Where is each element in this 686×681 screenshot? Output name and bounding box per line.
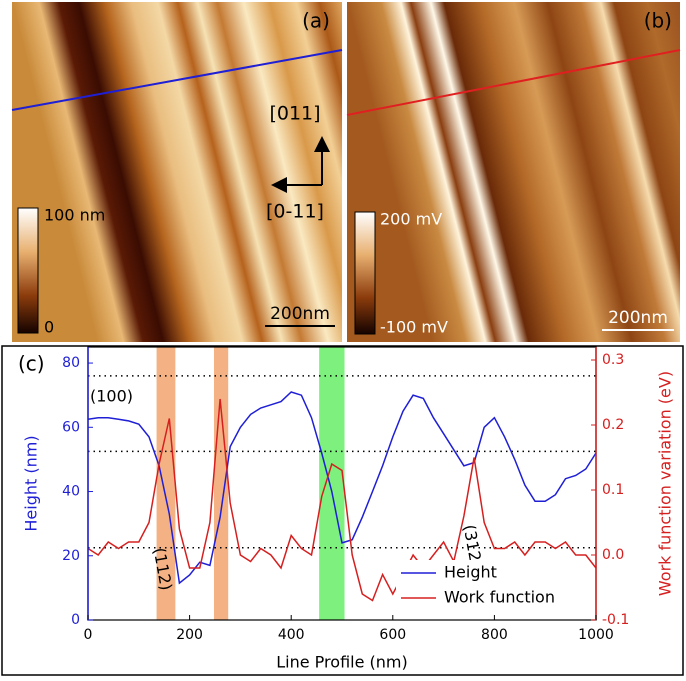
profile-line — [11, 49, 343, 111]
x-tick-label: 0 — [84, 627, 93, 643]
x-axis-label: Line Profile (nm) — [276, 653, 407, 672]
panel-label: (b) — [644, 9, 672, 33]
panel-label: (c) — [18, 352, 45, 376]
legend-box — [396, 560, 588, 612]
annotation: (100) — [90, 387, 133, 406]
scale-bar-label: 200nm — [270, 304, 330, 324]
highlight-band — [319, 347, 345, 620]
chart: 0 200 400 600 800 1000 0 20 40 60 80 -0.1 0.0 0.1 0.2 0… — [18, 346, 675, 672]
highlight-band — [213, 347, 229, 620]
x-tick-label: 400 — [278, 627, 305, 643]
y-tick-label: 60 — [62, 419, 80, 435]
y2-tick-label: 0.3 — [602, 352, 624, 368]
highlight-band — [156, 347, 176, 620]
y-tick-label: 0 — [71, 612, 80, 628]
x-tick-label: 600 — [379, 627, 406, 643]
colorbar-label: -100 mV — [380, 318, 448, 337]
y2-tick-label: 0.2 — [602, 417, 624, 433]
kpfm-image — [347, 2, 680, 342]
y2-tick-label: 0.0 — [602, 547, 624, 563]
x-tick-label: 1000 — [578, 627, 614, 643]
y-tick-label: 40 — [62, 484, 80, 500]
y-tick-label: 20 — [62, 548, 80, 564]
y2-tick-label: 0.1 — [602, 482, 624, 498]
direction-label: [0-11] — [266, 201, 324, 223]
colorbar-label: 200 mV — [380, 210, 442, 229]
y2-tick-label: -0.1 — [602, 612, 629, 628]
afm-image — [12, 2, 342, 342]
series-line — [87, 398, 597, 602]
x-tick-label: 800 — [481, 627, 508, 643]
legend-label: Height — [444, 563, 497, 582]
y-axis-label: Height (nm) — [22, 435, 41, 531]
direction-label: [011] — [269, 103, 320, 125]
colorbar-label: 100 nm — [44, 206, 105, 225]
colorbar — [354, 211, 376, 335]
panel-label: (a) — [302, 9, 330, 33]
x-tick-label: 200 — [176, 627, 203, 643]
scale-bar-label: 200nm — [608, 308, 668, 328]
profile-line — [346, 49, 681, 116]
series-line — [87, 391, 597, 585]
y-tick-label: 80 — [62, 355, 80, 371]
colorbar — [17, 207, 39, 334]
colorbar-label: 0 — [44, 318, 54, 337]
legend-label: Work function — [444, 588, 555, 607]
y2-axis-label: Work function variation (eV) — [656, 371, 675, 596]
